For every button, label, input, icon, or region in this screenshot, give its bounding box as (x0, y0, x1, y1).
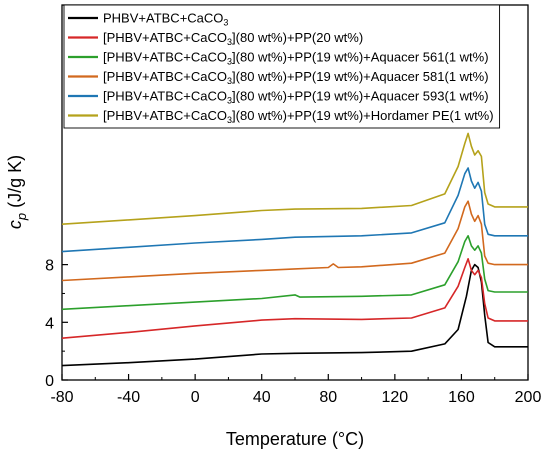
x-tick-label: 40 (253, 389, 271, 406)
series-layer (61, 132, 528, 367)
series-line-1 (61, 263, 528, 367)
x-tick-label: 120 (382, 389, 409, 406)
x-tick-label: 0 (191, 389, 200, 406)
legend-box (63, 4, 501, 129)
series-line-4 (61, 200, 528, 282)
axis-ticks: -80 -40 0 40 80 120 160 200 0 4 8 (45, 258, 541, 406)
x-tick-label: -80 (50, 389, 73, 406)
series-line-2 (61, 258, 528, 339)
legend-label-5: [PHBV+ATBC+CaCO3](80 wt%)+PP(19 wt%)+Aqu… (103, 89, 489, 106)
legend-label-2: [PHBV+ATBC+CaCO3](80 wt%)+PP(20 wt%) (103, 30, 363, 47)
x-tick-label: 80 (319, 389, 337, 406)
y-axis-title: cp (J/g K) (5, 155, 29, 229)
legend-label-6: [PHBV+ATBC+CaCO3](80 wt%)+PP(19 wt%)+Hor… (103, 108, 494, 125)
legend: PHBV+ATBC+CaCO3 [PHBV+ATBC+CaCO3](80 wt%)… (63, 4, 501, 129)
x-tick-label: -40 (117, 389, 140, 406)
series-line-3 (61, 235, 528, 311)
legend-label-1: PHBV+ATBC+CaCO3 (103, 11, 228, 28)
y-tick-label: 4 (45, 315, 54, 332)
x-tick-label: 160 (448, 389, 475, 406)
legend-label-3: [PHBV+ATBC+CaCO3](80 wt%)+PP(19 wt%)+Aqu… (103, 50, 489, 67)
y-tick-label: 0 (45, 373, 54, 390)
y-tick-label: 8 (45, 258, 54, 275)
series-line-6 (61, 132, 528, 225)
series-line-5 (61, 167, 528, 253)
x-axis-title: Temperature (°C) (226, 429, 364, 449)
x-tick-label: 200 (515, 389, 542, 406)
legend-label-4: [PHBV+ATBC+CaCO3](80 wt%)+PP(19 wt%)+Aqu… (103, 69, 489, 86)
